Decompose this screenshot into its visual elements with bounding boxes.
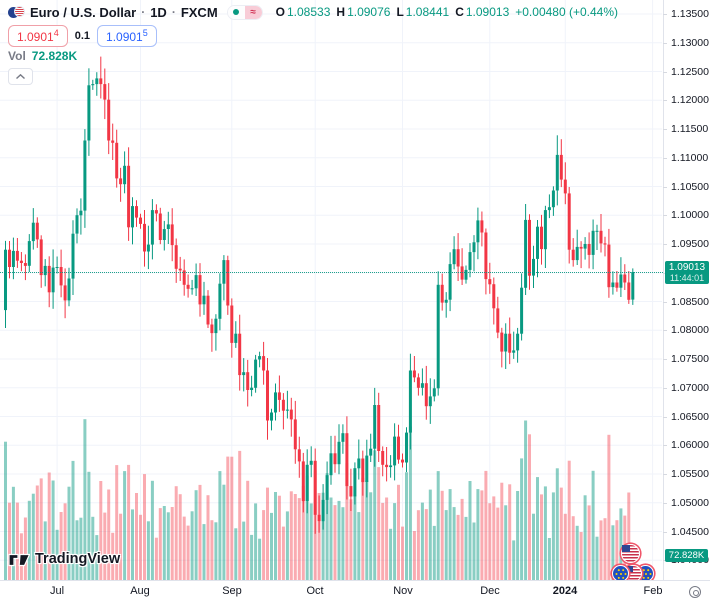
price-tick-label: 1.12500 xyxy=(663,66,709,78)
time-tick-label: Feb xyxy=(643,585,663,597)
volume-row: Vol 72.828K xyxy=(8,49,618,63)
volume-value: 72.828K xyxy=(31,49,78,63)
price-tick-label: 1.10000 xyxy=(663,209,709,221)
exchange-label[interactable]: FXCM xyxy=(180,4,218,20)
us-flag-icon xyxy=(14,5,25,17)
spread-value: 0.1 xyxy=(74,29,91,42)
chevron-up-icon xyxy=(16,74,25,79)
price-tick-label: 1.05500 xyxy=(663,468,709,480)
low-label: L xyxy=(396,5,404,19)
price-tick-label: 1.13000 xyxy=(663,37,709,49)
last-price-value: 1.09013 xyxy=(668,262,706,273)
quote-row: 1.09014 0.1 1.09015 xyxy=(8,24,618,47)
legend-title-row: Euro / U.S. Dollar · 1D · FXCM ≈ O 1.0853… xyxy=(8,4,618,20)
time-tick-label: Aug xyxy=(130,585,150,597)
change-value: +0.00480 (+0.44%) xyxy=(515,5,618,19)
high-value: 1.09076 xyxy=(347,5,391,19)
econ-event-us-flag-icon[interactable] xyxy=(621,544,640,563)
tradingview-logo-text: TradingView xyxy=(35,551,121,567)
interval-label[interactable]: 1D xyxy=(150,4,167,20)
ask-badge: 1.09015 xyxy=(97,24,157,47)
price-tick-label: 1.11000 xyxy=(662,152,709,164)
bid-badge: 1.09014 xyxy=(8,24,68,47)
time-tick-label: Oct xyxy=(306,585,324,597)
open-label: O xyxy=(275,5,285,19)
time-tick-label: Sep xyxy=(222,585,242,597)
bar-countdown: 11:44:01 xyxy=(669,273,705,283)
open-value: 1.08533 xyxy=(287,5,331,19)
price-tick-label: 1.06500 xyxy=(663,411,709,423)
symbol-pair-icon xyxy=(8,5,25,19)
tradingview-logo[interactable]: TradingView xyxy=(8,551,120,567)
price-tick-label: 1.08500 xyxy=(663,296,709,308)
price-tick-label: 1.10500 xyxy=(663,181,709,193)
settings-icon[interactable] xyxy=(689,586,701,598)
price-tick-label: 1.07500 xyxy=(663,353,709,365)
last-price-line xyxy=(0,272,663,273)
ohlc-readout: O 1.08533 H 1.09076 L 1.08441 C 1.09013 +0.0… xyxy=(276,5,618,19)
last-price-badge: 1.09013 11:44:01 xyxy=(665,261,709,284)
price-tick-label: 1.06000 xyxy=(663,439,709,451)
delayed-data-icon: ≈ xyxy=(244,5,262,19)
time-axis[interactable]: Jul Aug Sep Oct Nov Dec 2024 Feb xyxy=(0,580,710,600)
time-tick-label: Dec xyxy=(480,585,500,597)
high-label: H xyxy=(336,5,346,19)
tradingview-mark-icon xyxy=(8,553,30,566)
symbol-legend: Euro / U.S. Dollar · 1D · FXCM ≈ O 1.0853… xyxy=(8,4,618,85)
price-axis[interactable]: 1.09013 11:44:01 72.828K 1.13500 1.13000 1… xyxy=(662,0,710,580)
price-tick-label: 1.11500 xyxy=(662,123,709,135)
legend-collapse-button[interactable] xyxy=(8,68,33,85)
price-tick-label: 1.07000 xyxy=(663,382,709,394)
plot-area[interactable]: Euro / U.S. Dollar · 1D · FXCM ≈ O 1.0853… xyxy=(0,0,663,580)
price-tick-label: 1.12000 xyxy=(663,94,709,106)
price-tick-label: 1.08000 xyxy=(663,324,709,336)
price-tick-label: 1.04500 xyxy=(663,526,709,538)
volume-label: Vol xyxy=(8,49,26,63)
volume-axis-badge: 72.828K xyxy=(665,549,708,562)
symbol-title[interactable]: Euro / U.S. Dollar xyxy=(30,4,137,20)
market-open-icon xyxy=(227,5,245,19)
price-tick-label: 1.05000 xyxy=(663,497,709,509)
eu-flag-icon xyxy=(8,6,19,18)
separator-dot: · xyxy=(171,5,176,19)
low-value: 1.08441 xyxy=(405,5,450,19)
econ-event-eu-flag-icon[interactable] xyxy=(612,565,629,580)
time-tick-label: Nov xyxy=(393,585,413,597)
close-value: 1.09013 xyxy=(465,5,510,19)
time-tick-label: Jul xyxy=(49,585,65,597)
close-label: C xyxy=(455,5,464,19)
data-status-pill[interactable]: ≈ xyxy=(226,4,263,20)
time-tick-label: 2024 xyxy=(552,585,578,597)
price-tick-label: 1.09500 xyxy=(663,238,709,250)
separator-dot: · xyxy=(141,5,146,19)
price-tick-label: 1.13500 xyxy=(663,8,709,20)
candlestick-volume-chart xyxy=(0,0,662,580)
